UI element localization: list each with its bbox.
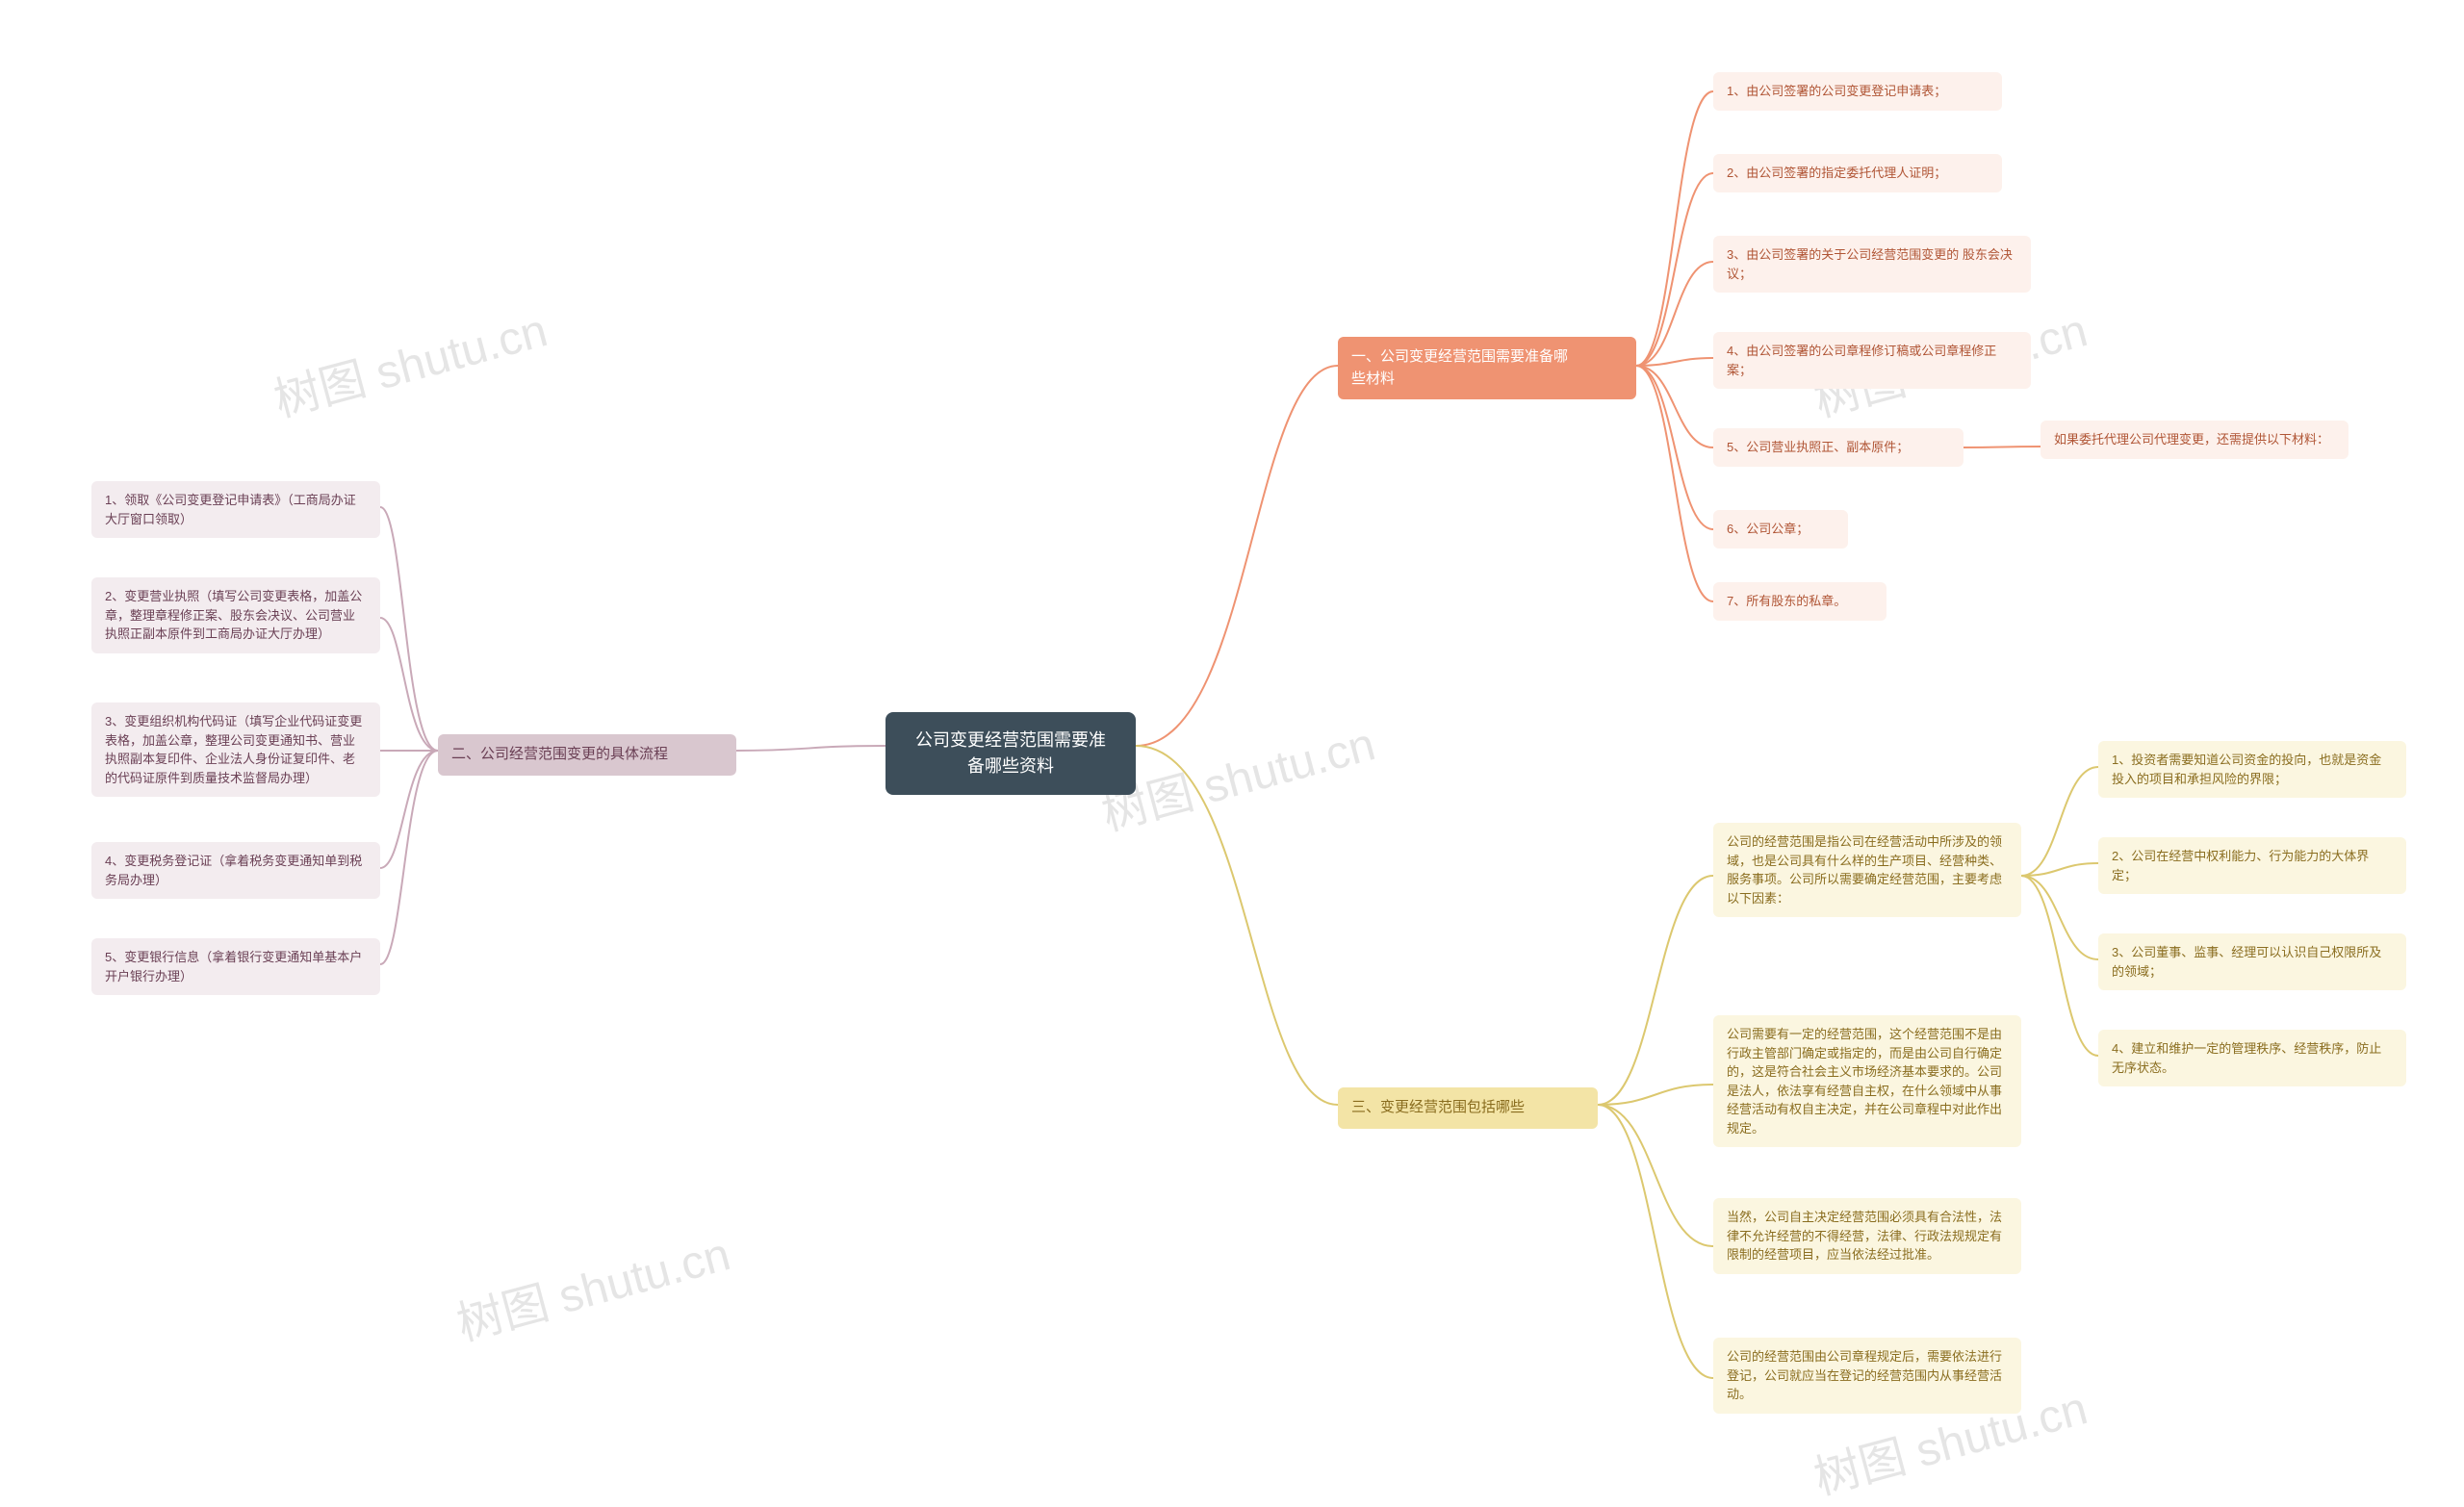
b2-item-4[interactable]: 4、变更税务登记证（拿着税务变更通知单到税务局办理） xyxy=(91,842,380,899)
b1-item-1[interactable]: 1、由公司签署的公司变更登记申请表； xyxy=(1713,72,2002,111)
b1-item-5-note[interactable]: 如果委托代理公司代理变更，还需提供以下材料： xyxy=(2040,421,2348,459)
watermark: 树图 shutu.cn xyxy=(1093,706,1381,844)
b1-item-2[interactable]: 2、由公司签署的指定委托代理人证明； xyxy=(1713,154,2002,192)
branch-3[interactable]: 三、变更经营范围包括哪些 xyxy=(1338,1087,1598,1129)
branch-1[interactable]: 一、公司变更经营范围需要准备哪 些材料 xyxy=(1338,337,1636,399)
b2-item-2[interactable]: 2、变更营业执照（填写公司变更表格，加盖公章，整理章程修正案、股东会决议、公司营… xyxy=(91,577,380,653)
b3-para3[interactable]: 当然，公司自主决定经营范围必须具有合法性，法律不允许经营的不得经营，法律、行政法… xyxy=(1713,1198,2021,1274)
b3-p1-item-4[interactable]: 4、建立和维护一定的管理秩序、经营秩序，防止无序状态。 xyxy=(2098,1030,2406,1086)
b3-para1[interactable]: 公司的经营范围是指公司在经营活动中所涉及的领域，也是公司具有什么样的生产项目、经… xyxy=(1713,823,2021,917)
b2-item-1[interactable]: 1、领取《公司变更登记申请表》（工商局办证大厅窗口领取） xyxy=(91,481,380,538)
b1-item-3[interactable]: 3、由公司签署的关于公司经营范围变更的 股东会决议； xyxy=(1713,236,2031,293)
b3-p1-item-2[interactable]: 2、公司在经营中权利能力、行为能力的大体界定； xyxy=(2098,837,2406,894)
b2-item-3[interactable]: 3、变更组织机构代码证（填写企业代码证变更表格，加盖公章，整理公司变更通知书、营… xyxy=(91,702,380,797)
watermark: 树图 shutu.cn xyxy=(449,1216,736,1354)
b3-p1-item-3[interactable]: 3、公司董事、监事、经理可以认识自己权限所及的领域； xyxy=(2098,933,2406,990)
b1-item-6[interactable]: 6、公司公章； xyxy=(1713,510,1848,549)
b1-item-7[interactable]: 7、所有股东的私章。 xyxy=(1713,582,1886,621)
b3-p1-item-1[interactable]: 1、投资者需要知道公司资金的投向，也就是资金投入的项目和承担风险的界限； xyxy=(2098,741,2406,798)
watermark: 树图 shutu.cn xyxy=(266,293,553,430)
b2-item-5[interactable]: 5、变更银行信息（拿着银行变更通知单基本户开户银行办理） xyxy=(91,938,380,995)
b3-para4[interactable]: 公司的经营范围由公司章程规定后，需要依法进行登记，公司就应当在登记的经营范围内从… xyxy=(1713,1338,2021,1414)
branch-2[interactable]: 二、公司经营范围变更的具体流程 xyxy=(438,734,736,776)
b1-item-4[interactable]: 4、由公司签署的公司章程修订稿或公司章程修正案； xyxy=(1713,332,2031,389)
root-node[interactable]: 公司变更经营范围需要准 备哪些资料 xyxy=(886,712,1136,795)
b3-para2[interactable]: 公司需要有一定的经营范围，这个经营范围不是由行政主管部门确定或指定的，而是由公司… xyxy=(1713,1015,2021,1147)
b1-item-5[interactable]: 5、公司营业执照正、副本原件； xyxy=(1713,428,1964,467)
